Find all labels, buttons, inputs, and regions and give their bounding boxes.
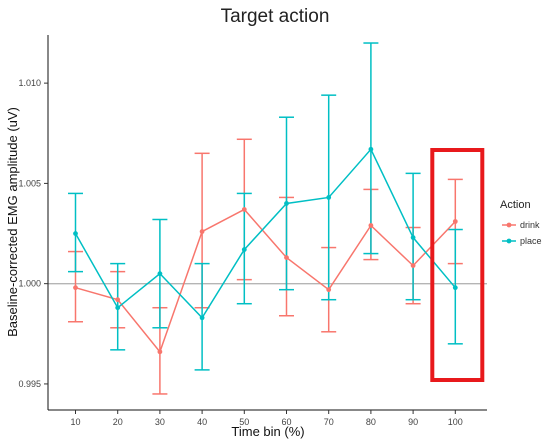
legend-entry-drink: drink — [502, 220, 540, 230]
y-tick-label: 1.005 — [18, 178, 41, 188]
y-tick-label: 1.000 — [18, 279, 41, 289]
legend-label: drink — [520, 220, 540, 230]
x-axis-label: Time bin (%) — [231, 424, 304, 439]
data-point-drink — [410, 263, 416, 269]
data-point-place — [115, 305, 121, 311]
data-point-place — [326, 195, 332, 200]
series-line-drink — [75, 208, 456, 354]
x-tick-label: 10 — [70, 417, 80, 427]
data-point-drink — [452, 219, 458, 224]
data-point-place — [284, 201, 289, 206]
x-tick-label: 40 — [197, 417, 207, 427]
chart-title: Target action — [221, 6, 330, 27]
data-point-drink — [73, 285, 78, 291]
data-point-place — [157, 271, 163, 277]
data-point-place — [199, 315, 205, 321]
legend-entry-place: place — [502, 236, 542, 246]
data-point-place — [452, 285, 458, 291]
x-tick-label: 70 — [324, 417, 334, 427]
x-tick-label: 80 — [366, 417, 376, 427]
data-point-place — [241, 247, 247, 252]
y-tick-label: 0.995 — [18, 379, 41, 389]
y-tick-label: 1.010 — [18, 78, 41, 88]
x-tick-label: 50 — [239, 417, 249, 427]
highlight-box — [430, 148, 485, 382]
legend: Action drink place — [500, 199, 542, 246]
x-tick-label: 90 — [408, 417, 418, 427]
legend-label: place — [520, 236, 542, 246]
x-tick-label: 20 — [113, 417, 123, 427]
data-point-drink — [157, 349, 163, 355]
data-point-place — [73, 231, 78, 236]
y-axis-label: Baseline-corrected EMG amplitude (uV) — [5, 107, 20, 337]
data-point-drink — [326, 287, 332, 293]
data-point-drink — [284, 255, 289, 260]
data-point-drink — [199, 229, 205, 234]
data-point-drink — [368, 223, 374, 228]
legend-title: Action — [500, 199, 531, 211]
data-point-place — [410, 235, 416, 240]
x-tick-label: 100 — [448, 417, 463, 427]
data-point-drink — [115, 297, 121, 303]
legend-swatch-point — [506, 238, 512, 244]
data-point-drink — [241, 207, 247, 212]
data-point-place — [368, 146, 374, 152]
x-tick-label: 60 — [281, 417, 291, 427]
series-line-place — [74, 147, 456, 319]
legend-swatch-point — [506, 222, 512, 228]
x-tick-label: 30 — [155, 417, 165, 427]
